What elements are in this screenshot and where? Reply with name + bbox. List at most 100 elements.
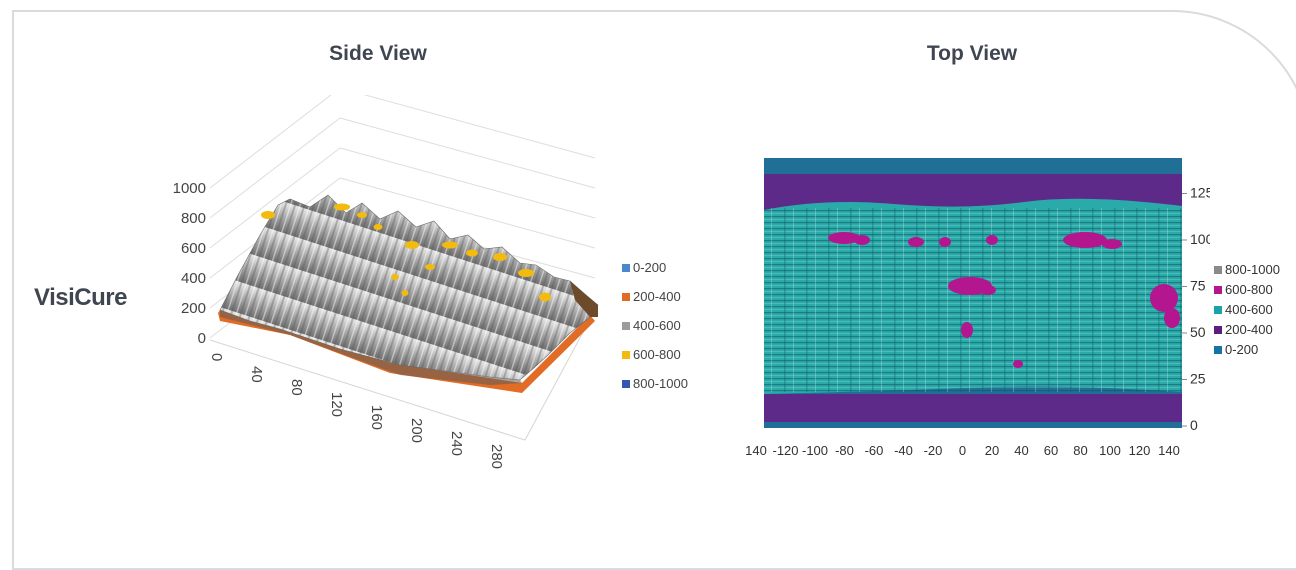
x-tick-label: 160 xyxy=(368,405,385,430)
legend-swatch xyxy=(622,263,630,272)
x-tick-label: -20 xyxy=(924,443,943,458)
legend-label: 400-600 xyxy=(633,318,681,333)
side-view-chart: 0 200 400 600 800 1000 0 40 80 120 160 200 240 280 xyxy=(173,95,599,469)
gridline xyxy=(339,117,596,189)
x-tick-label: 140 xyxy=(745,443,767,458)
z-tick-label: 200 xyxy=(181,300,206,317)
x-tick-label: -120 xyxy=(772,443,798,458)
x-tick-label: -60 xyxy=(865,443,884,458)
legend-label: 800-1000 xyxy=(633,376,688,391)
x-tick-label: -100 xyxy=(802,443,828,458)
map-patch-600-800 xyxy=(980,285,996,295)
row-label: VisiCure xyxy=(34,284,127,311)
x-tick-label: 240 xyxy=(448,431,465,456)
map-patch-600-800 xyxy=(1102,239,1122,249)
side-legend-item: 600-800 xyxy=(622,347,681,362)
legend-label: 0-200 xyxy=(633,260,667,275)
legend-label: 800-1000 xyxy=(1225,262,1280,277)
legend-swatch xyxy=(622,379,630,388)
gridline xyxy=(339,177,596,249)
surface-patch-600-800 xyxy=(334,203,350,211)
gridline xyxy=(209,117,341,219)
z-tick-label: 800 xyxy=(181,210,206,227)
x-tick-label: 280 xyxy=(488,444,505,469)
map-patch-600-800 xyxy=(939,237,951,247)
legend-label: 200-400 xyxy=(1225,322,1273,337)
top-legend-item: 800-1000 xyxy=(1214,262,1280,277)
x-tick-label: 40 xyxy=(1014,443,1028,458)
surface-patch-600-800 xyxy=(373,224,383,230)
x-tick-label: 20 xyxy=(985,443,999,458)
legend-label: 600-800 xyxy=(633,347,681,362)
side-view-z-axis: 0 200 400 600 800 1000 xyxy=(173,180,206,347)
z-tick-label: 600 xyxy=(181,240,206,257)
x-tick-label: 60 xyxy=(1044,443,1058,458)
top-view-heatmap xyxy=(764,158,1182,428)
map-vridges xyxy=(764,208,1182,392)
x-tick-label: 120 xyxy=(1129,443,1151,458)
legend-label: 0-200 xyxy=(1225,342,1259,357)
x-tick-label: 200 xyxy=(408,418,425,443)
legend-swatch xyxy=(1214,345,1222,354)
map-band-bottom xyxy=(764,394,1182,422)
map-patch-600-800 xyxy=(1150,284,1178,312)
legend-swatch xyxy=(1214,305,1222,314)
legend-swatch xyxy=(622,292,630,301)
floor-edge xyxy=(209,309,596,441)
gridline xyxy=(339,147,596,219)
top-view-title: Top View xyxy=(926,42,1018,65)
y-tick-label: 75 xyxy=(1190,278,1206,294)
top-legend-item: 0-200 xyxy=(1214,342,1258,357)
surface-patch-600-800 xyxy=(493,253,507,261)
surface-patch-600-800 xyxy=(357,212,367,218)
x-tick-label: -80 xyxy=(835,443,854,458)
surface-patch-600-800 xyxy=(466,249,478,257)
map-patch-600-800 xyxy=(961,322,973,338)
surface-patch-600-800 xyxy=(401,290,409,296)
map-patch-600-800 xyxy=(1063,232,1107,248)
side-legend-item: 400-600 xyxy=(622,318,681,333)
x-tick-label: 100 xyxy=(1099,443,1121,458)
legend-swatch xyxy=(1214,265,1222,274)
gridline xyxy=(209,95,332,189)
x-tick-label: 80 xyxy=(1073,443,1087,458)
legend-label: 200-400 xyxy=(633,289,681,304)
top-view-x-axis: 140 -120 -100 -80 -60 -40 -20 0 20 40 60 80 100 120 14… xyxy=(745,443,1180,458)
map-patch-600-800 xyxy=(986,235,998,245)
x-tick-label: 0 xyxy=(208,353,225,361)
surface-patch-600-800 xyxy=(539,292,551,302)
map-patch-600-800 xyxy=(828,232,860,244)
side-legend-item: 0-200 xyxy=(622,260,666,275)
surface-patch-600-800 xyxy=(261,211,275,219)
y-tick-label: 100 xyxy=(1190,231,1210,247)
map-patch-600-800 xyxy=(1164,308,1180,328)
map-patch-600-800 xyxy=(854,235,870,245)
gridline xyxy=(209,147,341,249)
top-view-y-axis: 0 25 50 75 100 125 xyxy=(1182,185,1210,433)
top-legend-item: 600-800 xyxy=(1214,282,1273,297)
legend-label: 400-600 xyxy=(1225,302,1273,317)
side-view-title: Side View xyxy=(329,42,427,65)
surface-patch-600-800 xyxy=(425,264,435,270)
x-tick-label: 0 xyxy=(959,443,966,458)
side-view-x-axis: 0 40 80 120 160 200 240 280 xyxy=(208,353,505,469)
gridline xyxy=(363,95,596,159)
top-legend-item: 200-400 xyxy=(1214,322,1273,337)
x-tick-label: 40 xyxy=(248,366,265,383)
map-patch-600-800 xyxy=(908,237,924,247)
y-tick-label: 125 xyxy=(1190,185,1210,201)
x-tick-label: 80 xyxy=(288,379,305,396)
surface-patch-600-800 xyxy=(518,269,534,277)
top-legend-item: 400-600 xyxy=(1214,302,1273,317)
z-tick-label: 400 xyxy=(181,270,206,287)
surface-body xyxy=(219,194,599,381)
y-tick-label: 0 xyxy=(1190,417,1198,433)
side-legend-item: 200-400 xyxy=(622,289,681,304)
legend-swatch xyxy=(622,321,630,330)
legend-label: 600-800 xyxy=(1225,282,1273,297)
top-view-chart: 140 -120 -100 -80 -60 -40 -20 0 20 40 60 80 100 120 14… xyxy=(745,158,1210,458)
map-patch-600-800 xyxy=(1013,360,1023,368)
y-tick-label: 50 xyxy=(1190,324,1206,340)
surface-patch-600-800 xyxy=(405,241,419,249)
x-tick-label: -40 xyxy=(894,443,913,458)
